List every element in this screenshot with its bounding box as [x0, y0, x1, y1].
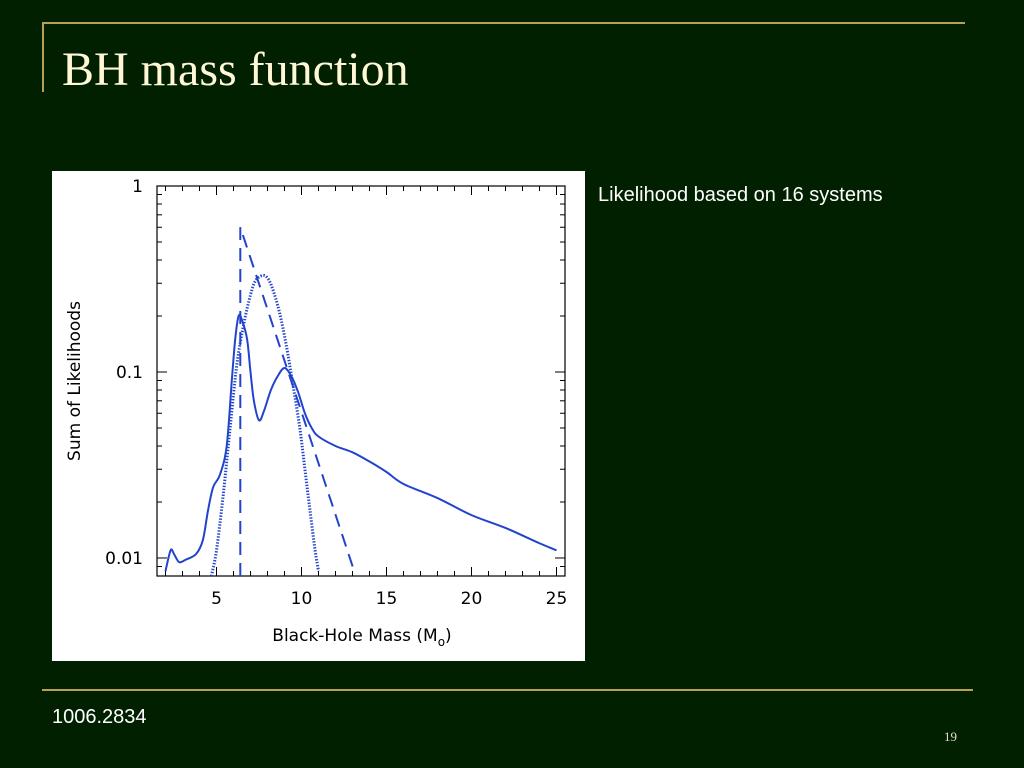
- x-axis-label-close: ): [445, 626, 452, 646]
- bottom-rule: [42, 689, 973, 691]
- model-dashed-line: [239, 226, 356, 576]
- page-number: 19: [944, 729, 957, 744]
- top-rule: [42, 22, 965, 24]
- arxiv-reference: 1006.2834: [52, 706, 147, 728]
- tick-labels: 5 10 15 20 25 0.01 0.1 1: [105, 177, 567, 609]
- axis-ticks: [157, 185, 565, 577]
- plot-frame: [156, 185, 566, 577]
- series-layer: [164, 226, 557, 577]
- chart-caption: Likelihood based on 16 systems: [598, 184, 883, 206]
- x-tick-label: 10: [291, 589, 313, 609]
- model-dotted-curve: [209, 273, 320, 577]
- slide-title: BH mass function: [62, 43, 409, 96]
- y-tick-label: 0.1: [116, 363, 143, 383]
- bh-mass-function-chart: 5 10 15 20 25 0.01 0.1 1 Sum of Likelihoods Bla…: [65, 177, 567, 649]
- x-tick-label: 20: [461, 589, 483, 609]
- x-axis-label: Black-Hole Mass (Mo): [272, 626, 451, 649]
- likelihood-sum-curve: [164, 313, 557, 572]
- x-tick-label: 15: [376, 589, 398, 609]
- y-axis-label: Sum of Likelihoods: [65, 301, 85, 461]
- y-tick-label: 1: [132, 177, 143, 197]
- chart-panel: 5 10 15 20 25 0.01 0.1 1 Sum of Likelihoods Bla…: [52, 171, 585, 661]
- y-tick-label: 0.01: [105, 549, 143, 569]
- x-tick-label: 5: [211, 589, 222, 609]
- x-axis-label-subscript: o: [438, 635, 445, 649]
- x-axis-label-main: Black-Hole Mass (M: [272, 626, 437, 646]
- top-rule-stub: [42, 22, 44, 92]
- x-tick-label: 25: [546, 589, 568, 609]
